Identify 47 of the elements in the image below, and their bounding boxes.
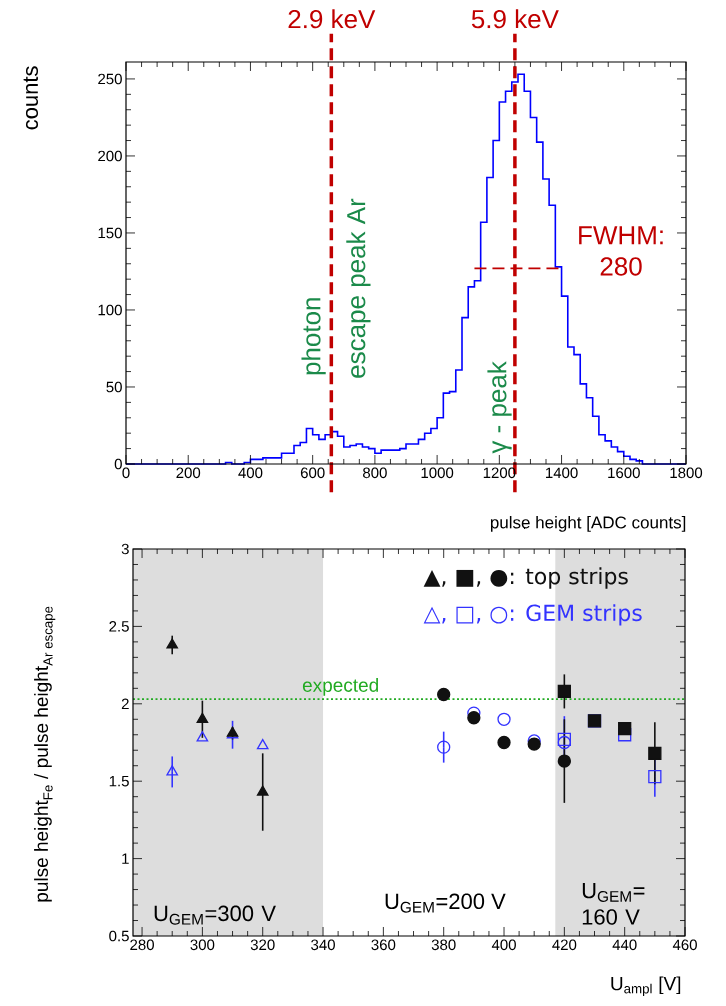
x-tick-label: 1800: [670, 467, 703, 479]
x-tick-label: 1400: [546, 467, 578, 479]
y-tick-label: 0: [114, 458, 122, 470]
x-tick-label: 460: [672, 939, 697, 951]
x-tick-label: 400: [491, 939, 516, 951]
x-tick-label: 420: [552, 939, 577, 951]
x-tick-label: 600: [300, 467, 325, 479]
y-tick-label: 200: [98, 150, 122, 162]
y-tick-label: 100: [98, 304, 122, 316]
annotation: escape peak Ar: [346, 198, 371, 378]
annotation: ▲, ■, ●: top strips: [423, 567, 628, 589]
x-tick-label: 280: [130, 939, 154, 951]
ref-line-label: 5.9 keV: [471, 9, 559, 29]
x-tick-label: 320: [250, 939, 275, 951]
y-tick-label: 1: [122, 853, 129, 864]
x-tick-label: 360: [371, 939, 396, 951]
y-tick-label: 250: [98, 73, 122, 85]
y-tick-label: 2: [121, 698, 129, 710]
y-axis-title: $\text{pulse height}_{\text{Fe}}\text{ / }\text{pulse height}_{\text{Ar escape}}$: [34, 606, 56, 902]
y-tick-label: 1.5: [109, 775, 129, 787]
x-tick-label: 800: [363, 467, 387, 479]
annotation: photon: [301, 298, 326, 375]
x-tick-label: 340: [311, 939, 335, 951]
x-tick-label: 300: [190, 939, 215, 951]
annotation: △, □, ○: GEM strips: [423, 604, 642, 626]
ref-line-label: expected: [302, 677, 378, 696]
x-tick-label: 440: [612, 939, 637, 951]
x-tick-label: 380: [431, 939, 456, 951]
y-tick-label: 150: [98, 227, 122, 239]
annotation: FWHM: 280: [579, 226, 663, 276]
ref-line-label: 2.9 keV: [288, 9, 376, 29]
x-axis-title: pulse height [ADC counts]: [490, 516, 686, 532]
x-tick-label: 1200: [483, 467, 516, 479]
y-tick-label: 3: [121, 543, 129, 555]
y-tick-label: 0.5: [109, 930, 129, 942]
y-tick-label: 50: [106, 381, 122, 393]
band-label: U$_{GEM}$= 160 V: [582, 882, 645, 925]
x-tick-label: 1600: [608, 467, 640, 479]
annotation: γ - peak: [487, 361, 512, 454]
x-tick-label: 1000: [421, 467, 454, 479]
band-label: U$_{GEM}$=300 V: [154, 905, 276, 925]
annotation: U$_{GEM}$=200 V: [385, 893, 506, 913]
x-axis-title: U$_{ampl}$ [V]: [611, 976, 681, 997]
x-tick-label: 200: [176, 467, 201, 479]
y-axis-title: counts: [23, 66, 39, 130]
y-tick-label: 2.5: [109, 621, 129, 632]
x-tick-label: 400: [238, 467, 263, 479]
